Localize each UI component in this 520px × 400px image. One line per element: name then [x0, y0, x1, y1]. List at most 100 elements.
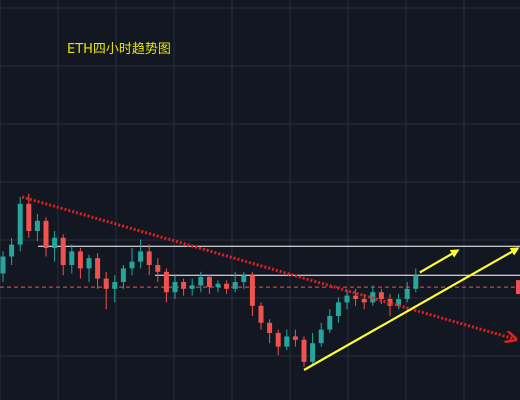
candle-up	[172, 275, 178, 299]
candle-down	[275, 329, 281, 356]
candle-up	[344, 290, 350, 310]
candle-body	[95, 258, 101, 279]
candle-up	[189, 278, 195, 296]
candle-body	[34, 220, 40, 231]
candle-body	[378, 292, 384, 299]
candle-up	[69, 244, 75, 274]
candle-body	[284, 336, 290, 347]
candle-down	[224, 280, 230, 294]
candle-up	[370, 285, 376, 306]
trendlines	[21, 195, 520, 371]
candle-up	[112, 275, 118, 303]
candle-up	[413, 268, 419, 293]
candle-body	[215, 283, 221, 288]
candle-down	[206, 275, 212, 294]
candle-body	[103, 278, 109, 289]
candle-down	[77, 248, 83, 279]
candle-body	[155, 265, 161, 272]
candle-body	[138, 251, 144, 262]
breakout-projection-arrow	[419, 249, 460, 274]
candle-up	[241, 271, 247, 289]
candle-body	[112, 282, 118, 289]
candle-up	[52, 231, 58, 262]
candle-up	[215, 280, 221, 293]
candle-down	[43, 217, 49, 257]
candle-down	[387, 293, 393, 316]
candle-body	[301, 339, 307, 362]
candle-body	[275, 333, 281, 347]
candles	[0, 193, 419, 367]
current-price-tag	[516, 280, 520, 295]
candle-up	[120, 265, 126, 289]
candle-body	[198, 276, 204, 286]
candle-body	[181, 282, 187, 289]
candle-body	[60, 237, 66, 265]
candle-up	[17, 197, 23, 252]
candle-body	[9, 244, 15, 257]
candle-body	[0, 256, 6, 274]
candle-body	[172, 282, 178, 293]
candle-body	[404, 288, 410, 299]
candle-body	[310, 343, 316, 362]
candle-up	[34, 214, 40, 242]
candle-down	[258, 302, 264, 330]
candle-body	[129, 261, 135, 269]
candle-down	[249, 271, 255, 316]
candle-up	[138, 239, 144, 269]
candle-body	[344, 295, 350, 303]
candle-up	[232, 271, 238, 293]
candle-down	[301, 336, 307, 367]
candle-body	[327, 316, 333, 330]
candle-body	[189, 285, 195, 289]
candle-body	[292, 336, 298, 340]
candle-body	[163, 271, 169, 293]
candle-body	[43, 220, 49, 248]
candle-body	[335, 302, 341, 316]
candle-up	[335, 297, 341, 323]
candle-down	[292, 329, 298, 347]
candle-body	[267, 322, 273, 333]
candle-down	[267, 319, 273, 344]
candle-body	[77, 251, 83, 269]
candle-body	[206, 276, 212, 288]
candle-body	[52, 237, 58, 248]
uptrend-line	[303, 247, 520, 371]
candle-body	[249, 275, 255, 306]
candle-body	[361, 299, 367, 303]
price-levels	[0, 245, 520, 295]
candle-body	[26, 203, 32, 231]
candle-body	[396, 299, 402, 306]
candle-down	[26, 193, 32, 238]
candle-body	[69, 251, 75, 265]
candle-down	[181, 278, 187, 296]
candle-body	[258, 305, 264, 323]
candle-up	[129, 248, 135, 276]
candle-up	[86, 254, 92, 282]
candle-body	[120, 268, 126, 282]
candle-body	[413, 275, 419, 289]
candle-up	[327, 309, 333, 333]
candle-down	[163, 268, 169, 303]
candle-up	[310, 333, 316, 366]
candle-body	[387, 299, 393, 306]
candle-body	[224, 283, 230, 289]
candle-down	[353, 288, 359, 306]
candle-down	[155, 258, 161, 282]
candle-down	[60, 234, 66, 276]
candle-down	[146, 244, 152, 276]
candle-up	[0, 251, 6, 282]
candle-up	[318, 322, 324, 347]
candle-up	[284, 329, 290, 350]
candle-up	[198, 271, 204, 293]
candle-down	[103, 271, 109, 310]
candle-up	[404, 282, 410, 303]
candle-body	[17, 203, 23, 245]
chart-title: ETH四小时趋势图	[67, 42, 171, 57]
downtrend-line	[21, 195, 515, 339]
candle-body	[318, 329, 324, 344]
candle-body	[241, 275, 247, 282]
candle-up	[9, 237, 15, 265]
